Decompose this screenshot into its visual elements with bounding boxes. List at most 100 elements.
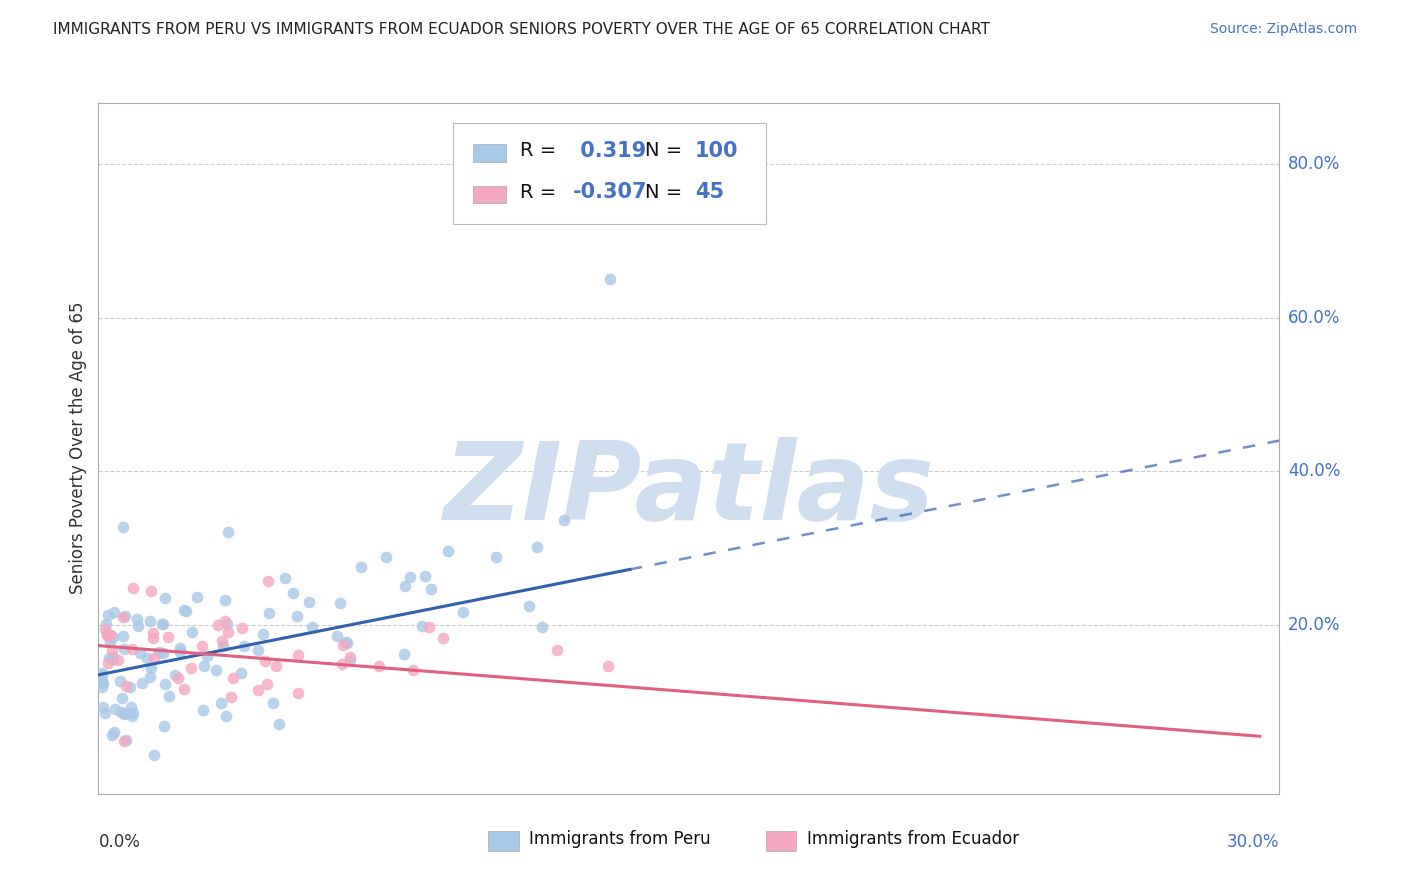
Point <box>111 629 134 643</box>
Point <box>94 617 117 632</box>
Point <box>374 549 396 564</box>
Point <box>301 620 323 634</box>
Point <box>197 648 219 663</box>
Point <box>155 591 177 606</box>
Point <box>214 614 236 628</box>
Point <box>121 709 143 723</box>
Text: 60.0%: 60.0% <box>1288 309 1340 326</box>
Point <box>108 674 131 689</box>
Text: Immigrants from Ecuador: Immigrants from Ecuador <box>807 830 1019 847</box>
Point <box>121 642 143 657</box>
Point <box>207 618 229 632</box>
Point <box>598 659 620 673</box>
Point <box>231 621 253 635</box>
Point <box>233 639 256 653</box>
Point <box>143 650 166 665</box>
FancyBboxPatch shape <box>453 123 766 224</box>
Point <box>139 583 162 598</box>
Point <box>219 690 242 705</box>
Point <box>111 691 134 706</box>
Point <box>142 631 165 645</box>
Point <box>252 627 274 641</box>
Point <box>152 617 174 632</box>
Point <box>298 594 321 608</box>
Point <box>214 593 236 607</box>
Point <box>526 541 548 555</box>
Point <box>517 599 540 613</box>
Point <box>114 679 136 693</box>
Point <box>112 706 135 721</box>
FancyBboxPatch shape <box>488 830 519 851</box>
Point <box>329 596 352 610</box>
Point <box>169 640 191 655</box>
Point <box>98 628 121 642</box>
Point <box>180 624 202 639</box>
Point <box>122 706 145 721</box>
Text: 100: 100 <box>695 141 738 161</box>
Point <box>256 676 278 690</box>
Point <box>128 619 150 633</box>
Point <box>339 650 361 665</box>
Point <box>451 605 474 619</box>
Point <box>157 630 180 644</box>
Point <box>326 629 349 643</box>
Point <box>152 646 174 660</box>
Point <box>257 606 280 620</box>
Text: N =: N = <box>645 183 682 202</box>
Point <box>283 586 305 600</box>
Point <box>335 635 357 649</box>
Point <box>111 520 134 534</box>
Point <box>339 652 361 666</box>
Point <box>111 610 134 624</box>
Point <box>287 648 309 663</box>
Text: 80.0%: 80.0% <box>1288 155 1340 173</box>
Point <box>204 663 226 677</box>
Point <box>394 578 416 592</box>
Point <box>110 706 132 720</box>
Point <box>152 718 174 732</box>
Point <box>97 608 120 623</box>
Point <box>186 590 208 604</box>
Text: 30.0%: 30.0% <box>1227 833 1279 851</box>
Point <box>173 682 195 697</box>
Point <box>138 614 160 628</box>
Point <box>332 638 354 652</box>
Text: 0.0%: 0.0% <box>98 833 141 851</box>
Text: R =: R = <box>520 142 557 161</box>
Point <box>114 706 136 721</box>
Point <box>103 606 125 620</box>
Point <box>107 652 129 666</box>
Point <box>418 620 440 634</box>
Point <box>101 652 124 666</box>
Point <box>101 642 124 657</box>
Point <box>159 690 181 704</box>
Point <box>193 659 215 673</box>
Point <box>148 645 170 659</box>
Text: ZIPatlas: ZIPatlas <box>443 437 935 542</box>
Point <box>217 525 239 540</box>
Point <box>262 697 284 711</box>
Text: 40.0%: 40.0% <box>1288 462 1340 480</box>
Point <box>104 702 127 716</box>
Point <box>399 570 422 584</box>
Point <box>257 574 280 589</box>
Point <box>91 680 114 694</box>
Point <box>432 631 454 645</box>
Point <box>96 628 118 642</box>
Point <box>264 659 287 673</box>
Point <box>128 646 150 660</box>
Point <box>191 639 214 653</box>
Point <box>247 682 270 697</box>
Point <box>411 618 433 632</box>
FancyBboxPatch shape <box>766 830 796 851</box>
Point <box>122 581 145 595</box>
Point <box>91 668 114 682</box>
Point <box>135 650 157 665</box>
Point <box>103 724 125 739</box>
Point <box>97 656 120 670</box>
Text: 20.0%: 20.0% <box>1288 615 1340 634</box>
Point <box>120 700 142 714</box>
Point <box>285 609 308 624</box>
Point <box>394 647 416 661</box>
Point <box>419 582 441 597</box>
